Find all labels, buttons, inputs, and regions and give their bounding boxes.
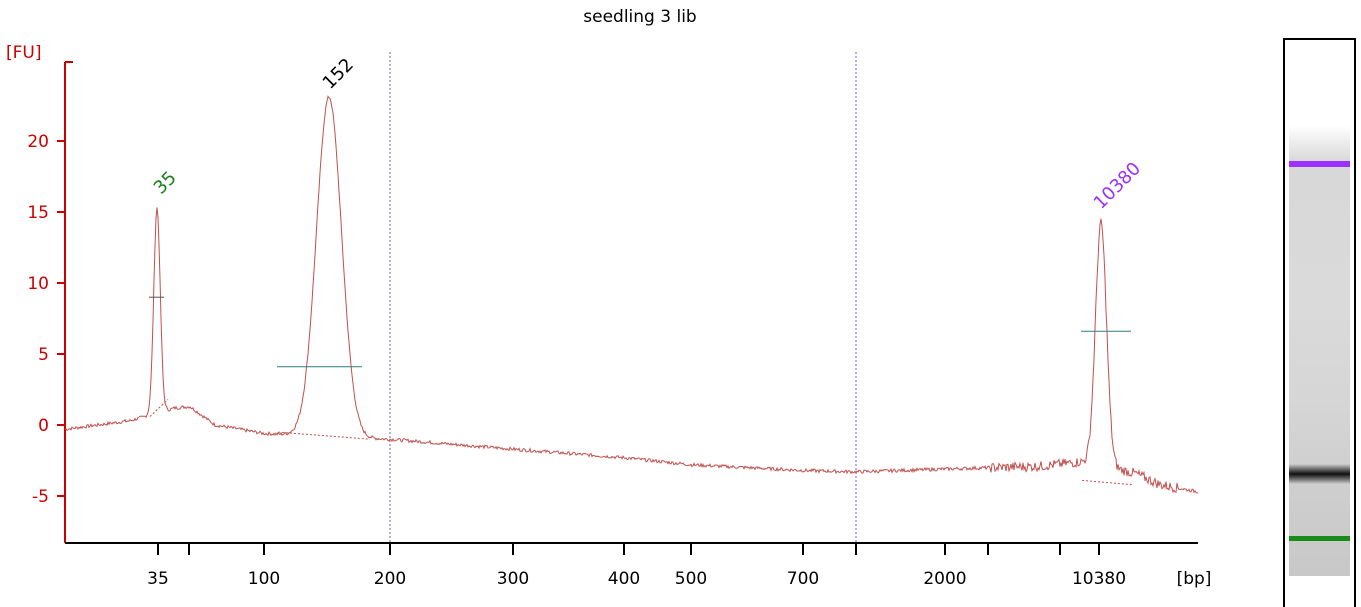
peak-baseline (149, 399, 169, 417)
peak-baseline (277, 431, 371, 440)
peak-label: 152 (319, 54, 358, 93)
peak-labels: 35 152 10380 (150, 54, 1145, 213)
region-dividers (389, 52, 857, 543)
y-tick-label: 10 (27, 274, 49, 294)
trace (64, 95, 1199, 494)
y-tick-label: -5 (32, 487, 49, 507)
x-tick-label: 200 (374, 569, 406, 589)
y-tick-label: 0 (38, 416, 49, 436)
chart-title: seedling 3 lib (583, 7, 696, 27)
x-tick-label: 10380 (1072, 569, 1126, 589)
peak-label: 10380 (1090, 158, 1145, 213)
peak-label: 35 (150, 167, 181, 198)
x-tick-label: 300 (497, 569, 529, 589)
y-tick-label: 20 (27, 132, 49, 152)
y-tick-label: 15 (27, 203, 49, 223)
x-tick-label: 400 (608, 569, 640, 589)
x-tick-label: 2000 (923, 569, 966, 589)
x-tick-label: 500 (675, 569, 707, 589)
x-tick-label: 700 (787, 569, 819, 589)
upper-marker-band (1289, 161, 1350, 167)
x-tick-label: 35 (147, 569, 169, 589)
gel-image-panel (1283, 38, 1356, 607)
trace-line (64, 95, 1199, 494)
peak-baseline (1081, 479, 1133, 486)
sample-band (1289, 464, 1350, 484)
gel-lane (1289, 126, 1350, 576)
lower-marker-band (1289, 536, 1350, 541)
axes: -5 0 5 10 15 20 35 100 200 300 400 500 700 2000 10380 (27, 61, 1198, 589)
y-axis-label: [FU] (6, 43, 42, 63)
y-tick-label: 5 (38, 345, 49, 365)
x-axis-label: [bp] (1177, 569, 1212, 589)
x-tick-label: 100 (248, 569, 280, 589)
